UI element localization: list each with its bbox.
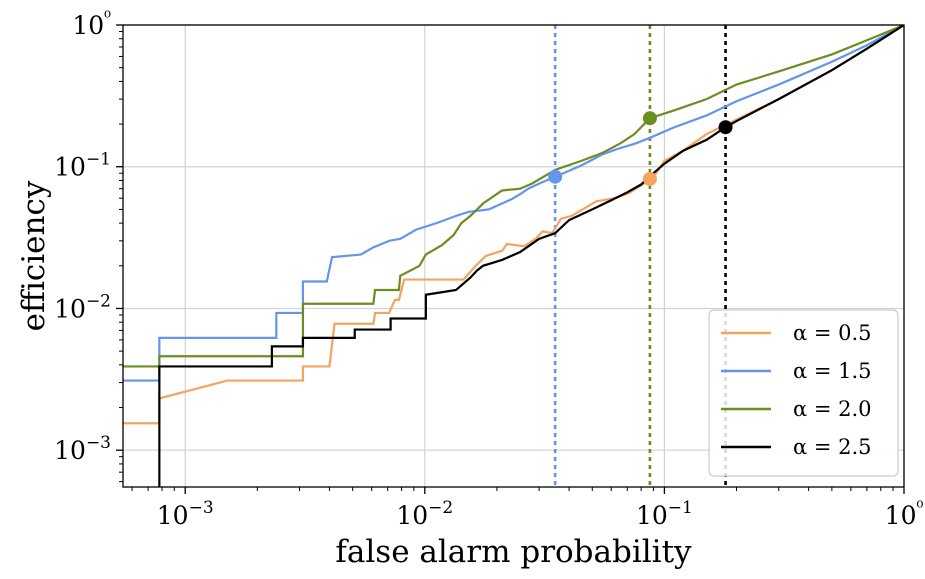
y-tick-label-2: 10−1	[54, 150, 111, 182]
x-axis-title: false alarm probability	[335, 534, 692, 570]
marker-1	[642, 171, 657, 186]
legend-label-3: α = 2.5	[793, 435, 872, 459]
ticks: 10−3 10−2 10−1 10⁰ 10−3 10−2 10−1 10⁰	[54, 8, 923, 530]
series-line-3	[158, 25, 904, 487]
plot-frame	[122, 24, 905, 488]
legend: α = 0.5 α = 1.5 α = 2.0 α = 2.5	[708, 309, 899, 477]
series-line-0	[123, 25, 904, 425]
y-tick-label-3: 10⁰	[72, 8, 111, 40]
x-tick-label-1: 10−2	[396, 498, 453, 530]
y-axis-title: efficiency	[16, 180, 52, 331]
x-tick-label-0: 10−3	[157, 498, 214, 530]
legend-label-2: α = 2.0	[793, 397, 872, 421]
x-tick-label-3: 10⁰	[885, 498, 924, 530]
marker-2	[642, 111, 657, 126]
y-tick-label-0: 10−3	[54, 433, 111, 465]
marker-0	[548, 169, 563, 184]
y-tick-label-1: 10−2	[54, 291, 111, 323]
threshold-lines	[553, 25, 727, 487]
series-line-1	[123, 25, 904, 382]
series-lines	[123, 25, 904, 487]
x-tick-label-2: 10−1	[636, 498, 693, 530]
markers	[548, 111, 733, 186]
legend-box	[708, 309, 899, 477]
legend-label-1: α = 1.5	[793, 359, 872, 383]
legend-label-0: α = 0.5	[793, 321, 872, 345]
marker-3	[718, 120, 733, 135]
series-line-2	[123, 25, 904, 368]
